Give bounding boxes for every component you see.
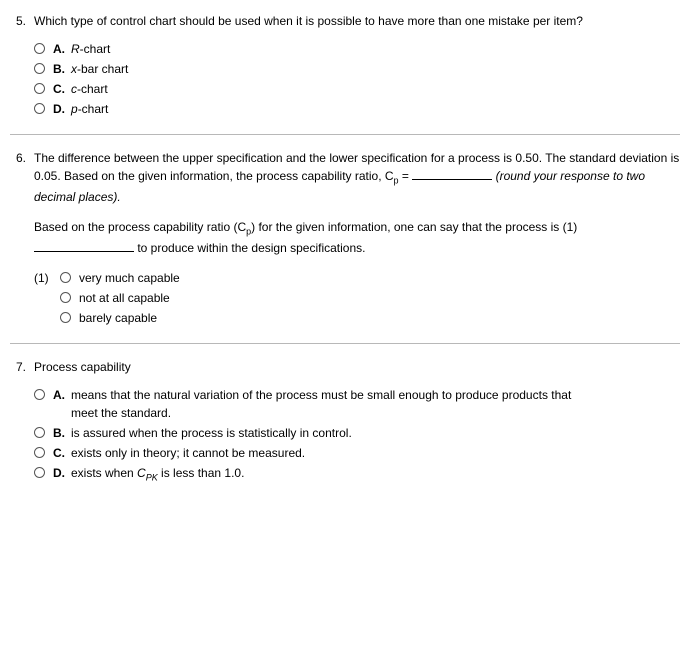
- question-6: 6. The difference between the upper spec…: [10, 149, 680, 329]
- q5-choices: A. R-chart B. x-bar chart C. c-chart: [34, 40, 680, 118]
- choice-letter: D.: [53, 464, 65, 482]
- q6-para2: Based on the process capability ratio (C…: [34, 218, 680, 257]
- divider: [10, 343, 680, 344]
- q5-text: Which type of control chart should be us…: [34, 12, 680, 30]
- question-7: 7. Process capability A. means that the …: [10, 358, 680, 487]
- q6-choice-3[interactable]: barely capable: [34, 309, 680, 327]
- choice-text: not at all capable: [79, 289, 680, 307]
- q7-choice-b[interactable]: B. is assured when the process is statis…: [34, 424, 680, 442]
- choice-letter: B.: [53, 60, 65, 78]
- q5-choice-c[interactable]: C. c-chart: [34, 80, 680, 98]
- choice-text: barely capable: [79, 309, 680, 327]
- q7-choices: A. means that the natural variation of t…: [34, 386, 680, 485]
- radio-icon: [34, 103, 45, 114]
- question-5: 5. Which type of control chart should be…: [10, 12, 680, 120]
- q7-choice-d[interactable]: D. exists when CPK is less than 1.0.: [34, 464, 680, 485]
- q5-choice-b[interactable]: B. x-bar chart: [34, 60, 680, 78]
- choice-text: R-chart: [71, 40, 680, 58]
- fill-blank[interactable]: [412, 168, 492, 180]
- choice-letter: B.: [53, 424, 65, 442]
- q7-number: 7.: [10, 358, 34, 376]
- q6-choice-1[interactable]: (1) very much capable: [34, 269, 680, 287]
- q5-choice-d[interactable]: D. p-chart: [34, 100, 680, 118]
- choice-letter: C.: [53, 444, 65, 462]
- choice-text: exists when CPK is less than 1.0.: [71, 464, 680, 485]
- fill-blank[interactable]: [34, 240, 134, 252]
- choice-letter: D.: [53, 100, 65, 118]
- choice-text: exists only in theory; it cannot be meas…: [71, 444, 680, 462]
- choice-text: c-chart: [71, 80, 680, 98]
- choice-text: very much capable: [79, 269, 680, 287]
- choice-letter: A.: [53, 386, 65, 404]
- choice-text: x-bar chart: [71, 60, 680, 78]
- radio-icon: [34, 63, 45, 74]
- radio-icon: [34, 43, 45, 54]
- radio-icon: [60, 312, 71, 323]
- divider: [10, 134, 680, 135]
- q5-number: 5.: [10, 12, 34, 30]
- radio-icon: [34, 83, 45, 94]
- q7-text: Process capability: [34, 358, 680, 376]
- radio-icon: [34, 447, 45, 458]
- q6-choices: (1) very much capable not at all capable…: [34, 269, 680, 327]
- radio-icon: [60, 272, 71, 283]
- radio-icon: [34, 467, 45, 478]
- choice-text: means that the natural variation of the …: [71, 386, 591, 422]
- q6-choice-2[interactable]: not at all capable: [34, 289, 680, 307]
- choice-letter: C.: [53, 80, 65, 98]
- q6-number: 6.: [10, 149, 34, 167]
- choice-text: is assured when the process is statistic…: [71, 424, 680, 442]
- q6-para1: The difference between the upper specifi…: [34, 149, 680, 206]
- radio-icon: [34, 389, 45, 400]
- q5-choice-a[interactable]: A. R-chart: [34, 40, 680, 58]
- q7-choice-a[interactable]: A. means that the natural variation of t…: [34, 386, 680, 422]
- radio-icon: [34, 427, 45, 438]
- radio-icon: [60, 292, 71, 303]
- choice-text: p-chart: [71, 100, 680, 118]
- page-content: 5. Which type of control chart should be…: [0, 0, 700, 513]
- choice-letter: A.: [53, 40, 65, 58]
- q7-choice-c[interactable]: C. exists only in theory; it cannot be m…: [34, 444, 680, 462]
- sub-label: (1): [34, 269, 60, 287]
